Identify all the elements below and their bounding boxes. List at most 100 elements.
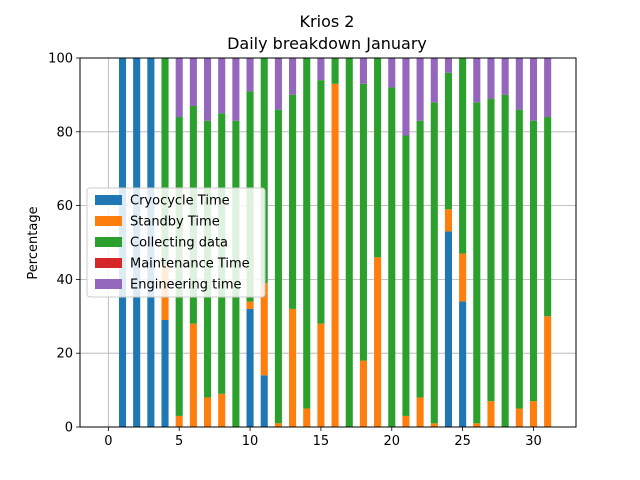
bar-collecting-data bbox=[430, 102, 438, 424]
legend-label: Cryocycle Time bbox=[130, 194, 230, 209]
bar-collecting-data bbox=[359, 83, 367, 361]
bar-standby-time bbox=[473, 423, 481, 427]
bar-standby-time bbox=[274, 423, 282, 427]
bar-collecting-data bbox=[274, 109, 282, 424]
bar-engineering-time bbox=[487, 58, 495, 99]
x-axis: 0 5 10 15 20 25 30 bbox=[104, 427, 542, 449]
y-axis: 0 20 40 60 80 100 bbox=[48, 52, 80, 436]
bar-standby-time bbox=[459, 253, 467, 302]
legend-label: Collecting data bbox=[130, 236, 228, 251]
y-tick-label: 80 bbox=[56, 125, 73, 140]
x-tick-label: 15 bbox=[313, 434, 330, 449]
bar-collecting-data bbox=[501, 94, 509, 428]
bar-collecting-data bbox=[388, 87, 396, 428]
x-tick-label: 30 bbox=[525, 434, 542, 449]
bar-engineering-time bbox=[388, 58, 396, 88]
bar-engineering-time bbox=[529, 58, 538, 121]
bar-engineering-time bbox=[501, 58, 509, 95]
bar-cryocycle-time bbox=[444, 231, 452, 427]
bar-engineering-time bbox=[289, 58, 297, 95]
x-tick-label: 5 bbox=[175, 434, 183, 449]
chart-title: Krios 2 bbox=[300, 12, 355, 31]
bar-engineering-time bbox=[430, 58, 438, 103]
legend: Cryocycle Time Standby Time Collecting dat… bbox=[86, 187, 266, 298]
bar-standby-time bbox=[260, 283, 268, 376]
bar-standby-time bbox=[444, 209, 452, 232]
legend-label: Standby Time bbox=[130, 215, 220, 230]
y-tick-label: 60 bbox=[56, 199, 73, 214]
bar-engineering-time bbox=[232, 58, 240, 121]
bar-engineering-time bbox=[473, 58, 481, 103]
bar-standby-time bbox=[317, 323, 325, 427]
bar-engineering-time bbox=[317, 58, 325, 81]
bar-cryocycle-time bbox=[260, 375, 268, 427]
legend-swatch bbox=[95, 258, 122, 268]
bar-engineering-time bbox=[175, 58, 183, 118]
x-tick-label: 20 bbox=[383, 434, 400, 449]
x-tick-label: 10 bbox=[242, 434, 259, 449]
bar-standby-time bbox=[189, 323, 197, 427]
bar-collecting-data bbox=[459, 58, 467, 254]
bar-standby-time bbox=[204, 397, 212, 427]
bar-collecting-data bbox=[487, 98, 495, 402]
bar-cryocycle-time bbox=[246, 308, 254, 427]
bar-collecting-data bbox=[544, 117, 552, 317]
bar-collecting-data bbox=[374, 58, 382, 258]
bar-engineering-time bbox=[274, 58, 282, 110]
bar-collecting-data bbox=[402, 135, 410, 416]
bar-standby-time bbox=[218, 393, 226, 427]
bar-engineering-time bbox=[544, 58, 552, 118]
bar-collecting-data bbox=[529, 120, 538, 402]
bar-standby-time bbox=[303, 408, 311, 427]
legend-swatch bbox=[95, 195, 122, 205]
bar-engineering-time bbox=[444, 58, 452, 73]
y-tick-label: 40 bbox=[56, 273, 73, 288]
bar-collecting-data bbox=[161, 58, 169, 265]
bar-collecting-data bbox=[416, 120, 424, 398]
bar-standby-time bbox=[487, 401, 495, 427]
bar-standby-time bbox=[331, 83, 339, 427]
bar-standby-time bbox=[289, 308, 297, 427]
y-axis-label: Percentage bbox=[26, 206, 41, 279]
bar-collecting-data bbox=[444, 72, 452, 210]
bar-standby-time bbox=[374, 257, 382, 427]
legend-swatch bbox=[95, 237, 122, 247]
legend-swatch bbox=[95, 216, 122, 226]
bar-collecting-data bbox=[345, 58, 353, 427]
legend-swatch bbox=[95, 279, 122, 289]
bar-standby-time bbox=[402, 415, 410, 427]
bar-standby-time bbox=[544, 316, 552, 427]
bar-cryocycle-time bbox=[459, 301, 467, 427]
bar-collecting-data bbox=[260, 58, 268, 284]
chart-subtitle: Daily breakdown January bbox=[227, 34, 427, 53]
bar-standby-time bbox=[515, 408, 523, 427]
legend-frame bbox=[86, 187, 266, 298]
bar-engineering-time bbox=[204, 58, 212, 121]
bar-collecting-data bbox=[515, 109, 523, 409]
bar-standby-time bbox=[430, 423, 438, 427]
bar-engineering-time bbox=[189, 58, 197, 106]
y-tick-label: 20 bbox=[56, 347, 73, 362]
bar-engineering-time bbox=[246, 58, 254, 92]
bar-engineering-time bbox=[218, 58, 226, 114]
y-tick-label: 100 bbox=[48, 52, 73, 67]
bar-collecting-data bbox=[303, 58, 311, 409]
bar-standby-time bbox=[416, 397, 424, 427]
x-tick-label: 0 bbox=[104, 434, 112, 449]
bar-cryocycle-time bbox=[161, 319, 169, 427]
bar-standby-time bbox=[359, 360, 367, 427]
plot-frame bbox=[79, 57, 577, 428]
bar-collecting-data bbox=[317, 80, 325, 324]
legend-label: Maintenance Time bbox=[130, 257, 250, 272]
bar-standby-time bbox=[246, 301, 254, 309]
y-tick-label: 0 bbox=[65, 421, 73, 436]
bar-engineering-time bbox=[416, 58, 424, 121]
bar-standby-time bbox=[529, 401, 538, 427]
bar-collecting-data bbox=[331, 58, 339, 84]
legend-label: Engineering time bbox=[130, 278, 242, 293]
bar-engineering-time bbox=[515, 58, 523, 110]
bar-engineering-time bbox=[359, 58, 367, 84]
bar-standby-time bbox=[175, 415, 183, 427]
bar-engineering-time bbox=[402, 58, 410, 136]
